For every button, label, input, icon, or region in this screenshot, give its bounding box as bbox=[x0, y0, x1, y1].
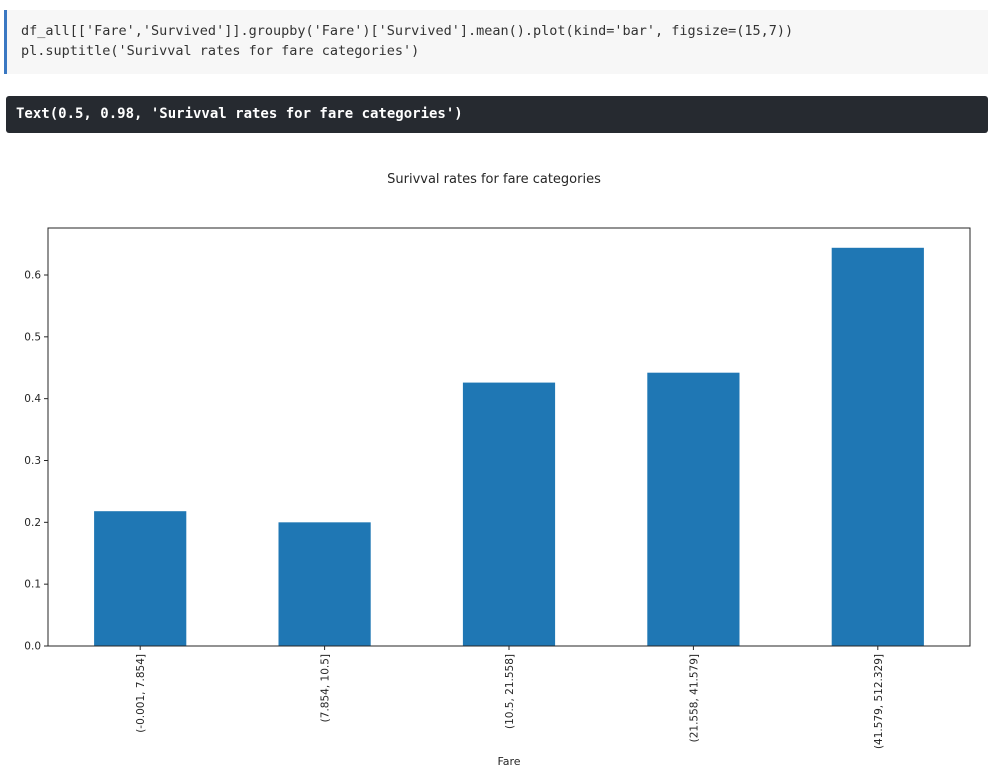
chart-suptitle: Surivval rates for fare categories bbox=[387, 172, 601, 187]
code-line-1: df_all[['Fare','Survived']].groupby('Far… bbox=[21, 23, 794, 39]
bar-5 bbox=[831, 247, 924, 646]
y-tick-label: 0.2 bbox=[24, 517, 41, 529]
bar-3 bbox=[462, 382, 556, 646]
y-tick-label: 0.5 bbox=[24, 331, 41, 343]
bar-chart: Surivval rates for fare categories 0.00.… bbox=[24, 172, 971, 768]
bar-2 bbox=[278, 522, 371, 646]
y-tick-label: 0.6 bbox=[24, 269, 41, 281]
bar-1 bbox=[94, 511, 187, 646]
y-tick-label: 0.3 bbox=[24, 455, 41, 467]
output-cell: Text(0.5, 0.98, 'Surivval rates for fare… bbox=[6, 96, 988, 133]
bars-layer bbox=[94, 247, 924, 646]
code-line-2: pl.suptitle('Surivval rates for fare cat… bbox=[21, 43, 420, 59]
x-tick-label: (10.5, 21.558] bbox=[504, 654, 516, 729]
x-tick-label: (21.558, 41.579] bbox=[688, 654, 700, 742]
y-tick-label: 0.4 bbox=[24, 393, 41, 405]
x-tick-label: (7.854, 10.5] bbox=[320, 654, 332, 722]
y-tick-label: 0.0 bbox=[24, 641, 41, 653]
x-axis: (-0.001, 7.854] (7.854, 10.5] (10.5, 21.55… bbox=[135, 646, 885, 749]
x-tick-label: (41.579, 512.329] bbox=[873, 654, 885, 749]
output-text: Text(0.5, 0.98, 'Surivval rates for fare… bbox=[16, 106, 463, 122]
x-tick-label: (-0.001, 7.854] bbox=[135, 654, 147, 733]
code-cell[interactable]: df_all[['Fare','Survived']].groupby('Far… bbox=[4, 10, 988, 74]
y-tick-label: 0.1 bbox=[24, 579, 41, 591]
x-axis-label: Fare bbox=[497, 755, 520, 768]
bar-4 bbox=[647, 372, 740, 646]
y-axis: 0.0 0.1 0.2 0.3 0.4 0.5 0.6 bbox=[24, 269, 48, 653]
plot-frame bbox=[47, 227, 971, 647]
